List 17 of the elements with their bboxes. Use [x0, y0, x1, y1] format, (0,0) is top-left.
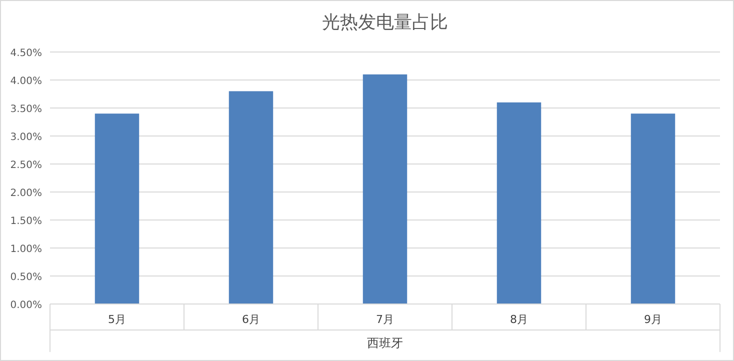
- x-tick-label: 5月: [108, 313, 126, 326]
- x-tick-label: 8月: [510, 313, 528, 326]
- x-axis-title: 西班牙: [367, 336, 403, 350]
- y-tick-label: 0.50%: [10, 272, 42, 283]
- y-tick-label: 1.50%: [10, 216, 42, 227]
- y-tick-label: 3.50%: [10, 104, 42, 115]
- y-tick-label: 4.50%: [10, 48, 42, 59]
- y-tick-label: 2.00%: [10, 188, 42, 199]
- x-tick-label: 6月: [242, 313, 260, 326]
- y-tick-label: 2.50%: [10, 160, 42, 171]
- x-tick-label: 9月: [644, 313, 662, 326]
- y-tick-label: 3.00%: [10, 132, 42, 143]
- y-tick-label: 1.00%: [10, 244, 42, 255]
- y-tick-label: 0.00%: [10, 300, 42, 311]
- chart-title: 光热发电量占比: [322, 12, 448, 33]
- y-tick-label: 4.00%: [10, 76, 42, 87]
- x-tick-label: 7月: [376, 313, 394, 326]
